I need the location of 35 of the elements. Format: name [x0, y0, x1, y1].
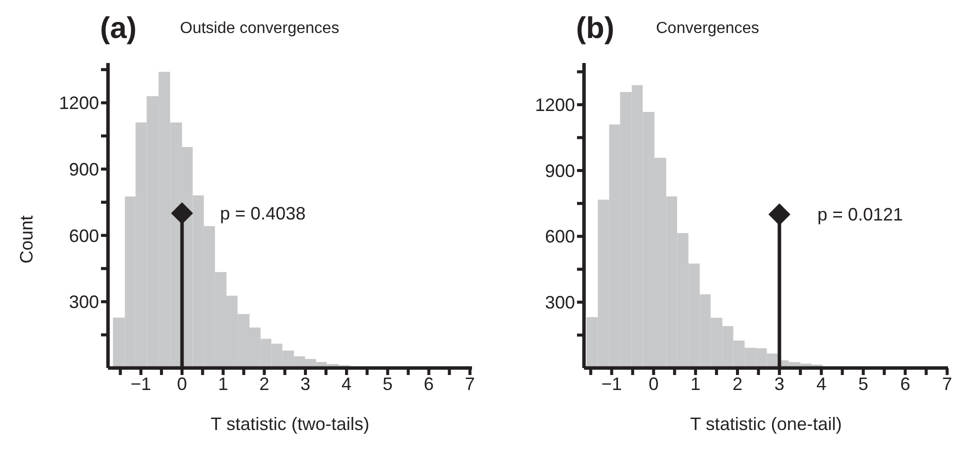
chart-title: (a)	[100, 12, 137, 46]
y-tick-label: 1200	[58, 93, 99, 114]
y-axis-title: Count	[16, 216, 36, 264]
x-tick-label: 2	[259, 374, 270, 394]
annotation: p = 0.4038	[220, 203, 306, 224]
x-tick-label: 5	[858, 374, 868, 394]
chart-subtitle: Convergences	[656, 20, 760, 38]
y-tick-label: 300	[544, 292, 575, 313]
x-tick-label: 4	[816, 374, 826, 394]
x-axis-title: T statistic (two-tails)	[210, 414, 370, 434]
y-tick-label: 1200	[534, 95, 575, 116]
x-tick-label: 2	[732, 374, 742, 394]
y-tick-label: 600	[544, 226, 575, 247]
chart-title: (b)	[576, 12, 614, 46]
x-tick-label: 7	[942, 374, 952, 394]
x-tick-label: 4	[342, 374, 352, 394]
x-tick-label: −1	[130, 374, 152, 394]
y-tick-label: 300	[68, 292, 99, 312]
y-tick-label: 600	[68, 226, 99, 246]
x-tick-label: 0	[177, 374, 188, 394]
x-axis-title: T statistic (one-tail)	[690, 414, 842, 434]
x-tick-label: 6	[424, 374, 434, 394]
x-tick-label: 3	[774, 374, 784, 394]
annotation: p = 0.0121	[817, 204, 904, 224]
x-tick-label: 6	[900, 374, 910, 394]
x-tick-label: 1	[690, 374, 701, 394]
y-tick-label: 900	[544, 160, 575, 181]
x-tick-label: 3	[300, 374, 310, 394]
x-tick-label: 7	[464, 374, 475, 394]
x-tick-label: 0	[648, 374, 659, 394]
x-tick-label: −1	[601, 374, 622, 394]
x-tick-label: 1	[218, 374, 228, 394]
y-tick-label: 900	[68, 159, 99, 180]
x-tick-label: 5	[382, 374, 393, 394]
chart-subtitle: Outside convergences	[180, 20, 340, 38]
